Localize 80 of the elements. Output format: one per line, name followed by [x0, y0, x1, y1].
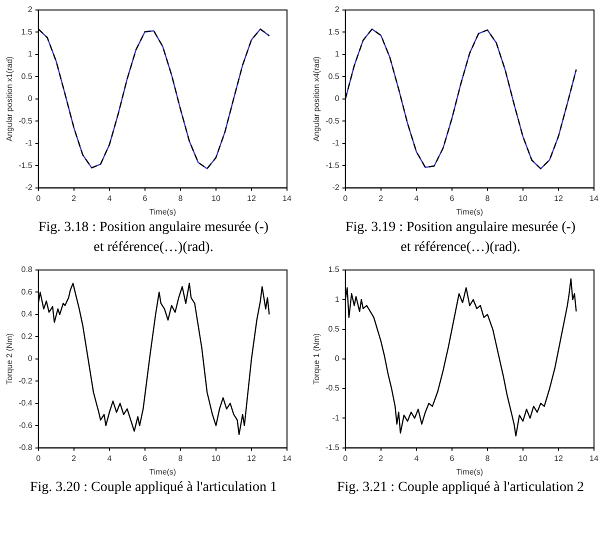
x-tick-label: 10 — [518, 194, 528, 203]
y-tick-label: 0.5 — [328, 72, 340, 81]
x-tick-label: 12 — [554, 454, 564, 463]
y-tick-label: -1.5 — [18, 160, 33, 170]
text: et référence(…)(rad). — [400, 239, 522, 257]
y-tick-label: 0.6 — [21, 287, 33, 296]
x-tick-label: 14 — [282, 454, 292, 463]
x-tick-label: 14 — [590, 454, 599, 463]
x-axis-title: Time(s) — [456, 207, 484, 216]
y-tick-label: -0.4 — [18, 398, 33, 408]
y-tick-label: 2 — [334, 5, 340, 14]
y-axis-title: Torque 1 (Nm) — [312, 333, 322, 384]
y-tick-label: 1 — [334, 294, 340, 304]
x-tick-label: 14 — [590, 194, 599, 203]
x-axis-title: Time(s) — [149, 207, 176, 216]
x-tick-label: 0 — [36, 454, 42, 463]
x-tick-label: 8 — [485, 454, 490, 463]
x-tick-label: 2 — [378, 194, 384, 203]
x-tick-label: 14 — [282, 194, 292, 203]
caption: Fig. 3.20 : Couple appliqué à l'articulation 1 — [28, 479, 278, 497]
x-tick-label: 6 — [450, 194, 455, 203]
x-tick-label: 12 — [554, 194, 564, 203]
x-tick-label: 0 — [36, 194, 42, 203]
x-tick-label: 12 — [247, 194, 256, 203]
y-tick-label: -0.6 — [18, 420, 33, 430]
y-tick-label: 0.5 — [21, 72, 33, 81]
y-tick-label: -0.5 — [18, 116, 33, 126]
x-tick-label: 8 — [178, 194, 184, 203]
y-tick-label: -0.2 — [18, 376, 33, 386]
x-tick-label: 2 — [72, 454, 77, 463]
y-tick-label: 2 — [28, 5, 33, 14]
y-tick-label: 0 — [334, 354, 340, 364]
x-tick-label: 4 — [414, 454, 420, 463]
x-tick-label: 10 — [212, 454, 221, 463]
x-tick-label: 10 — [212, 194, 221, 203]
x-tick-label: 6 — [142, 454, 148, 463]
x-tick-label: 6 — [450, 454, 455, 463]
y-tick-label: -1 — [332, 138, 340, 148]
x-tick-label: 2 — [378, 454, 384, 463]
y-tick-label: 0 — [334, 94, 340, 104]
y-tick-label: 0.8 — [21, 265, 33, 274]
x-tick-label: 0 — [343, 454, 348, 463]
y-axis-title: Angular position x4(rad) — [312, 56, 322, 142]
y-tick-label: -2 — [25, 183, 33, 192]
y-tick-label: 0.5 — [328, 324, 340, 334]
text: et référence(…)(rad). — [92, 239, 214, 257]
x-tick-label: 4 — [107, 194, 112, 203]
caption: Fig. 3.19 : Position angulaire mesurée (-) — [344, 219, 577, 237]
y-tick-label: 1.5 — [328, 27, 340, 36]
y-axis-title: Torque 2 (Nm) — [5, 333, 14, 384]
y-tick-label: -0.5 — [326, 116, 340, 126]
caption: Fig. 3.21 : Couple appliqué à l'articulation 2 — [336, 479, 586, 497]
y-tick-label: 0 — [28, 94, 33, 104]
y-tick-label: 1 — [334, 50, 340, 59]
x-tick-label: 2 — [72, 194, 77, 203]
caption: Fig. 3.18 : Position angulaire mesurée (-) — [37, 219, 270, 237]
x-axis-title: Time(s) — [149, 467, 176, 476]
y-tick-label: -1 — [25, 138, 33, 148]
y-tick-label: 1.5 — [328, 265, 340, 274]
y-tick-label: -2 — [332, 183, 340, 192]
y-tick-label: 0.2 — [21, 332, 33, 341]
y-tick-label: -1.5 — [326, 160, 340, 170]
y-tick-label: 1.5 — [21, 27, 33, 36]
x-tick-label: 4 — [107, 454, 112, 463]
x-axis-title: Time(s) — [456, 467, 484, 476]
y-tick-label: 0 — [28, 354, 33, 364]
y-tick-label: -1 — [332, 413, 340, 422]
y-tick-label: -1.5 — [326, 443, 340, 452]
x-tick-label: 8 — [485, 194, 490, 203]
x-tick-label: 8 — [178, 454, 184, 463]
y-tick-label: -0.5 — [326, 384, 340, 393]
y-tick-label: 0.4 — [21, 310, 33, 319]
x-tick-label: 0 — [343, 194, 348, 203]
y-tick-label: -0.8 — [18, 443, 33, 452]
x-tick-label: 10 — [518, 454, 528, 463]
x-tick-label: 4 — [414, 194, 420, 203]
y-axis-title: Angular position x1(rad) — [5, 56, 14, 142]
x-tick-label: 6 — [142, 194, 148, 203]
x-tick-label: 12 — [247, 454, 256, 463]
y-tick-label: 1 — [28, 50, 33, 59]
